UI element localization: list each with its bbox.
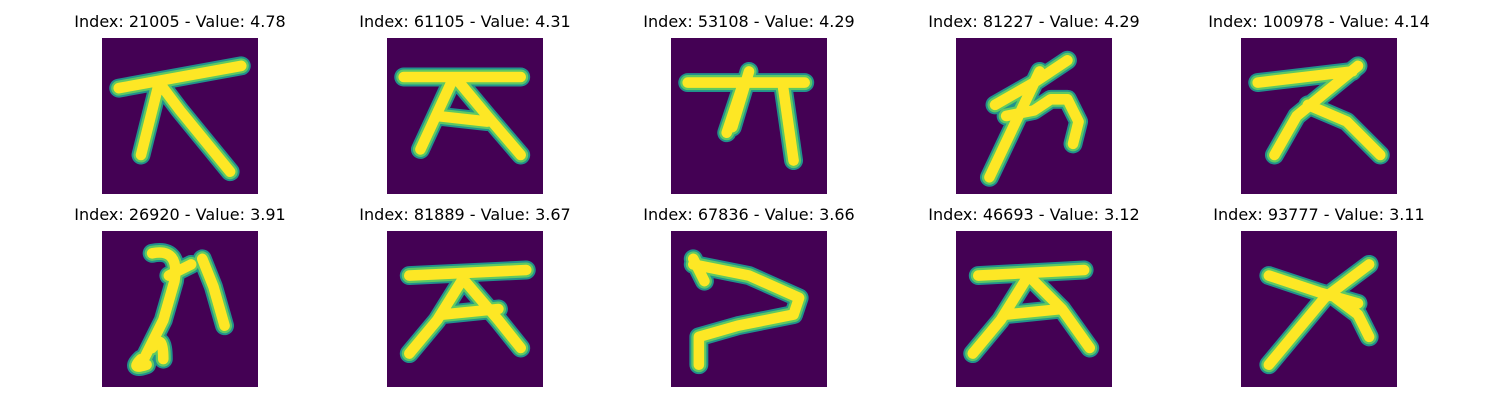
character-image (387, 231, 543, 387)
panel-title: Index: 67836 - Value: 3.66 (643, 205, 855, 224)
panel-title: Index: 81227 - Value: 4.29 (928, 12, 1140, 31)
image-panel: Index: 81889 - Value: 3.67 (320, 205, 610, 390)
image-panel: Index: 26920 - Value: 3.91 (35, 205, 325, 390)
panel-title: Index: 81889 - Value: 3.67 (359, 205, 571, 224)
character-image (956, 231, 1112, 387)
image-panel: Index: 53108 - Value: 4.29 (604, 12, 894, 197)
image-panel: Index: 100978 - Value: 4.14 (1174, 12, 1464, 197)
image-panel: Index: 21005 - Value: 4.78 (35, 12, 325, 197)
panel-title: Index: 46693 - Value: 3.12 (928, 205, 1140, 224)
character-image (1241, 231, 1397, 387)
character-image (102, 38, 258, 194)
panel-title: Index: 93777 - Value: 3.11 (1213, 205, 1425, 224)
panel-title: Index: 53108 - Value: 4.29 (643, 12, 855, 31)
character-image (387, 38, 543, 194)
character-image (671, 38, 827, 194)
panel-title: Index: 100978 - Value: 4.14 (1208, 12, 1430, 31)
image-panel: Index: 81227 - Value: 4.29 (889, 12, 1179, 197)
character-image (956, 38, 1112, 194)
panel-title: Index: 26920 - Value: 3.91 (74, 205, 286, 224)
image-panel: Index: 46693 - Value: 3.12 (889, 205, 1179, 390)
image-panel: Index: 61105 - Value: 4.31 (320, 12, 610, 197)
character-image (102, 231, 258, 387)
image-panel: Index: 93777 - Value: 3.11 (1174, 205, 1464, 390)
image-panel: Index: 67836 - Value: 3.66 (604, 205, 894, 390)
panel-title: Index: 21005 - Value: 4.78 (74, 12, 286, 31)
character-image (1241, 38, 1397, 194)
character-image (671, 231, 827, 387)
panel-title: Index: 61105 - Value: 4.31 (359, 12, 571, 31)
